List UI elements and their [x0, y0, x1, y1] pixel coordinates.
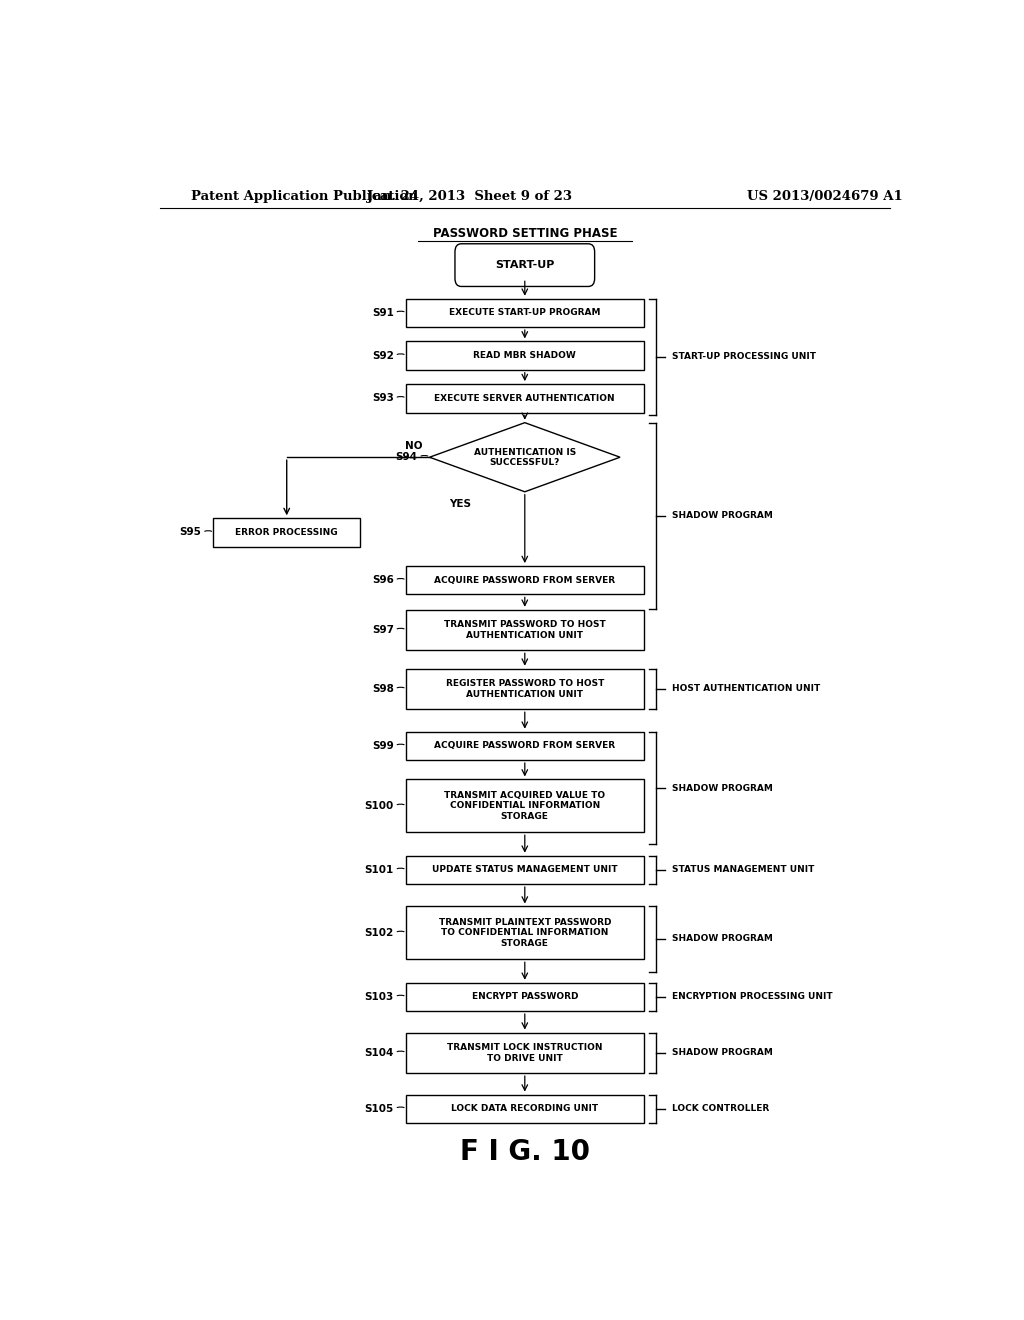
Text: F I G. 10: F I G. 10 [460, 1138, 590, 1167]
Text: S102: S102 [365, 928, 394, 939]
Text: S103: S103 [365, 991, 394, 1002]
Text: NO: NO [404, 441, 423, 451]
Bar [213, 519, 360, 546]
Bar [406, 907, 644, 960]
Bar [406, 855, 644, 884]
Text: READ MBR SHADOW: READ MBR SHADOW [473, 351, 577, 360]
Text: S96: S96 [372, 576, 394, 585]
Text: EXECUTE SERVER AUTHENTICATION: EXECUTE SERVER AUTHENTICATION [434, 393, 615, 403]
Text: SHADOW PROGRAM: SHADOW PROGRAM [672, 935, 772, 944]
Text: S97: S97 [372, 624, 394, 635]
Text: SHADOW PROGRAM: SHADOW PROGRAM [672, 784, 772, 792]
Bar [406, 298, 644, 327]
Text: S93: S93 [372, 393, 394, 404]
Text: ERROR PROCESSING: ERROR PROCESSING [236, 528, 338, 537]
Text: US 2013/0024679 A1: US 2013/0024679 A1 [748, 190, 903, 202]
Text: TRANSMIT PASSWORD TO HOST
AUTHENTICATION UNIT: TRANSMIT PASSWORD TO HOST AUTHENTICATION… [444, 620, 605, 640]
Text: S95: S95 [179, 528, 202, 537]
Text: S101: S101 [365, 865, 394, 875]
Text: ENCRYPT PASSWORD: ENCRYPT PASSWORD [471, 993, 579, 1002]
Text: AUTHENTICATION IS
SUCCESSFUL?: AUTHENTICATION IS SUCCESSFUL? [474, 447, 575, 467]
Text: ENCRYPTION PROCESSING UNIT: ENCRYPTION PROCESSING UNIT [672, 993, 833, 1002]
Text: Jan. 24, 2013  Sheet 9 of 23: Jan. 24, 2013 Sheet 9 of 23 [367, 190, 571, 202]
Text: LOCK CONTROLLER: LOCK CONTROLLER [672, 1105, 769, 1113]
Bar [406, 342, 644, 370]
Text: ACQUIRE PASSWORD FROM SERVER: ACQUIRE PASSWORD FROM SERVER [434, 742, 615, 750]
Bar [406, 731, 644, 760]
Text: START-UP: START-UP [496, 260, 554, 271]
Bar [406, 669, 644, 709]
FancyBboxPatch shape [455, 244, 595, 286]
Text: Patent Application Publication: Patent Application Publication [191, 190, 418, 202]
Bar [406, 1032, 644, 1073]
Text: SHADOW PROGRAM: SHADOW PROGRAM [672, 511, 772, 520]
Text: S91: S91 [372, 308, 394, 318]
Text: PASSWORD SETTING PHASE: PASSWORD SETTING PHASE [432, 227, 617, 240]
Text: S99: S99 [372, 741, 394, 751]
Text: REGISTER PASSWORD TO HOST
AUTHENTICATION UNIT: REGISTER PASSWORD TO HOST AUTHENTICATION… [445, 680, 604, 698]
Text: START-UP PROCESSING UNIT: START-UP PROCESSING UNIT [672, 352, 816, 362]
Text: S105: S105 [365, 1104, 394, 1114]
Text: UPDATE STATUS MANAGEMENT UNIT: UPDATE STATUS MANAGEMENT UNIT [432, 866, 617, 874]
Text: TRANSMIT ACQUIRED VALUE TO
CONFIDENTIAL INFORMATION
STORAGE: TRANSMIT ACQUIRED VALUE TO CONFIDENTIAL … [444, 791, 605, 821]
Bar [406, 384, 644, 412]
Text: HOST AUTHENTICATION UNIT: HOST AUTHENTICATION UNIT [672, 685, 820, 693]
Text: S98: S98 [372, 684, 394, 694]
Bar [406, 610, 644, 651]
Bar [406, 1094, 644, 1123]
Bar [406, 982, 644, 1011]
Text: TRANSMIT LOCK INSTRUCTION
TO DRIVE UNIT: TRANSMIT LOCK INSTRUCTION TO DRIVE UNIT [447, 1043, 602, 1063]
Polygon shape [430, 422, 620, 492]
Text: SHADOW PROGRAM: SHADOW PROGRAM [672, 1048, 772, 1057]
Text: ACQUIRE PASSWORD FROM SERVER: ACQUIRE PASSWORD FROM SERVER [434, 576, 615, 585]
Text: LOCK DATA RECORDING UNIT: LOCK DATA RECORDING UNIT [452, 1105, 598, 1113]
Text: S100: S100 [365, 801, 394, 810]
Text: S94: S94 [395, 453, 418, 462]
Text: YES: YES [450, 499, 471, 510]
Text: TRANSMIT PLAINTEXT PASSWORD
TO CONFIDENTIAL INFORMATION
STORAGE: TRANSMIT PLAINTEXT PASSWORD TO CONFIDENT… [438, 917, 611, 948]
Bar [406, 566, 644, 594]
Bar [406, 779, 644, 833]
Text: STATUS MANAGEMENT UNIT: STATUS MANAGEMENT UNIT [672, 866, 814, 874]
Text: S92: S92 [372, 351, 394, 360]
Text: EXECUTE START-UP PROGRAM: EXECUTE START-UP PROGRAM [450, 309, 600, 317]
Text: S104: S104 [365, 1048, 394, 1057]
